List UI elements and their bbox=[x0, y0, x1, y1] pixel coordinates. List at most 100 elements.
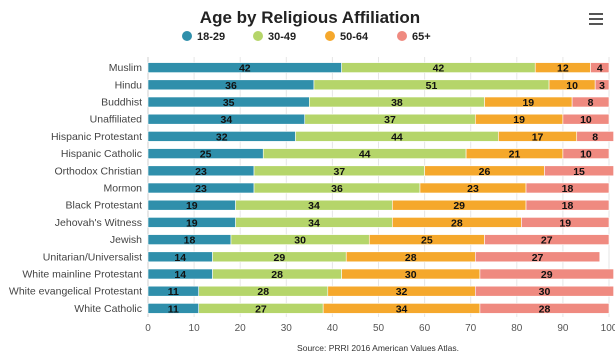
data-label: 29 bbox=[541, 269, 553, 281]
data-label: 42 bbox=[239, 63, 251, 75]
data-label: 28 bbox=[539, 303, 551, 315]
data-label: 11 bbox=[168, 286, 179, 298]
data-label: 23 bbox=[195, 166, 207, 178]
legend-marker bbox=[325, 31, 335, 41]
x-tick-label: 30 bbox=[281, 323, 293, 334]
legend-marker bbox=[182, 31, 192, 41]
bar-segment[interactable] bbox=[484, 234, 610, 245]
chart-title: Age by Religious Affiliation bbox=[200, 8, 420, 27]
data-label: 30 bbox=[294, 235, 306, 247]
data-label: 30 bbox=[539, 286, 551, 298]
category-label: Unitarian/Universalist bbox=[43, 251, 142, 263]
menu-icon[interactable] bbox=[589, 13, 603, 27]
data-label: 36 bbox=[225, 80, 237, 92]
x-tick-label: 80 bbox=[511, 323, 523, 334]
category-label: Unaffiliated bbox=[90, 114, 143, 126]
data-label: 8 bbox=[588, 97, 594, 109]
data-label: 35 bbox=[223, 97, 235, 109]
bars bbox=[147, 62, 614, 314]
source-note: Source: PRRI 2016 American Values Atlas. bbox=[297, 343, 459, 353]
data-label: 10 bbox=[580, 114, 592, 126]
x-tick-label: 90 bbox=[557, 323, 569, 334]
data-label: 19 bbox=[522, 97, 534, 109]
data-label: 51 bbox=[426, 80, 438, 92]
data-label: 29 bbox=[274, 252, 286, 264]
category-label: Hindu bbox=[115, 79, 143, 91]
data-label: 17 bbox=[532, 131, 544, 143]
category-label: Hispanic Protestant bbox=[51, 131, 142, 143]
data-label: 34 bbox=[308, 217, 320, 229]
x-tick-label: 70 bbox=[465, 323, 477, 334]
data-label: 21 bbox=[509, 149, 521, 161]
data-label: 27 bbox=[532, 252, 544, 264]
data-label: 19 bbox=[186, 200, 198, 212]
bar-segment[interactable] bbox=[562, 113, 610, 125]
menu-icon-line bbox=[589, 18, 603, 20]
bar-segment[interactable] bbox=[521, 217, 610, 228]
category-label: Jewish bbox=[110, 234, 142, 246]
data-label: 25 bbox=[421, 235, 433, 247]
bar-segment[interactable] bbox=[562, 148, 610, 159]
data-label: 37 bbox=[333, 166, 345, 178]
data-label: 27 bbox=[541, 235, 553, 247]
x-axis-ticks: 0 10 20 30 40 50 60 70 80 90 100 bbox=[145, 323, 615, 334]
category-label: White mainline Protestant bbox=[22, 269, 142, 281]
data-label: 23 bbox=[195, 183, 207, 195]
legend: 18-29 30-49 50-64 65+ bbox=[182, 31, 431, 43]
data-label: 14 bbox=[174, 269, 186, 281]
category-label: Hispanic Catholic bbox=[61, 148, 142, 160]
bar-segment[interactable] bbox=[544, 165, 614, 177]
data-label: 29 bbox=[453, 200, 465, 212]
x-tick-label: 0 bbox=[145, 323, 151, 334]
menu-icon-line bbox=[589, 13, 603, 15]
data-label: 3 bbox=[599, 80, 605, 92]
data-label: 36 bbox=[331, 183, 343, 195]
data-label: 44 bbox=[359, 149, 371, 161]
bar-segment[interactable] bbox=[525, 199, 610, 211]
data-label: 4 bbox=[597, 63, 603, 75]
x-tick-label: 100 bbox=[601, 323, 615, 334]
legend-label: 18-29 bbox=[197, 31, 225, 43]
data-label: 10 bbox=[580, 149, 592, 161]
x-tick-label: 40 bbox=[327, 323, 339, 334]
data-label: 18 bbox=[562, 183, 574, 195]
bar-segment[interactable] bbox=[475, 285, 614, 297]
data-label: 19 bbox=[186, 217, 198, 229]
data-label: 10 bbox=[566, 80, 578, 92]
data-label: 28 bbox=[405, 252, 417, 264]
x-tick-label: 20 bbox=[235, 323, 247, 334]
data-label: 32 bbox=[396, 286, 408, 298]
data-label: 38 bbox=[391, 97, 403, 109]
data-label: 19 bbox=[559, 217, 571, 229]
data-label: 28 bbox=[451, 217, 463, 229]
bar-segment[interactable] bbox=[594, 79, 610, 91]
data-label: 25 bbox=[200, 149, 212, 161]
bar-segment[interactable] bbox=[479, 303, 610, 314]
data-label: 19 bbox=[513, 114, 525, 126]
category-labels: Muslim Hindu Buddhist Unaffiliated Hispanic … bbox=[9, 62, 142, 315]
category-label: White Catholic bbox=[74, 303, 142, 315]
data-label: 28 bbox=[271, 269, 283, 281]
data-label: 8 bbox=[592, 131, 598, 143]
bar-segment[interactable] bbox=[590, 62, 610, 73]
data-label: 44 bbox=[391, 131, 403, 143]
legend-label: 50-64 bbox=[340, 31, 369, 43]
legend-label: 65+ bbox=[412, 31, 431, 43]
data-label: 34 bbox=[308, 200, 320, 212]
category-label: White evangelical Protestant bbox=[9, 286, 142, 298]
category-label: Orthodox Christian bbox=[54, 165, 142, 177]
data-label: 14 bbox=[174, 252, 186, 264]
data-label: 18 bbox=[184, 235, 196, 247]
bar-segment[interactable] bbox=[571, 96, 610, 108]
x-tick-label: 50 bbox=[373, 323, 385, 334]
data-label: 15 bbox=[573, 166, 585, 178]
category-label: Jehovah's Witness bbox=[55, 217, 142, 229]
bar-segment[interactable] bbox=[479, 268, 614, 280]
category-label: Muslim bbox=[109, 62, 143, 74]
category-label: Black Protestant bbox=[66, 200, 143, 212]
bar-segment[interactable] bbox=[475, 251, 601, 263]
data-label: 12 bbox=[557, 63, 569, 75]
bar-segment[interactable] bbox=[576, 131, 614, 142]
bar-segment[interactable] bbox=[525, 182, 610, 194]
